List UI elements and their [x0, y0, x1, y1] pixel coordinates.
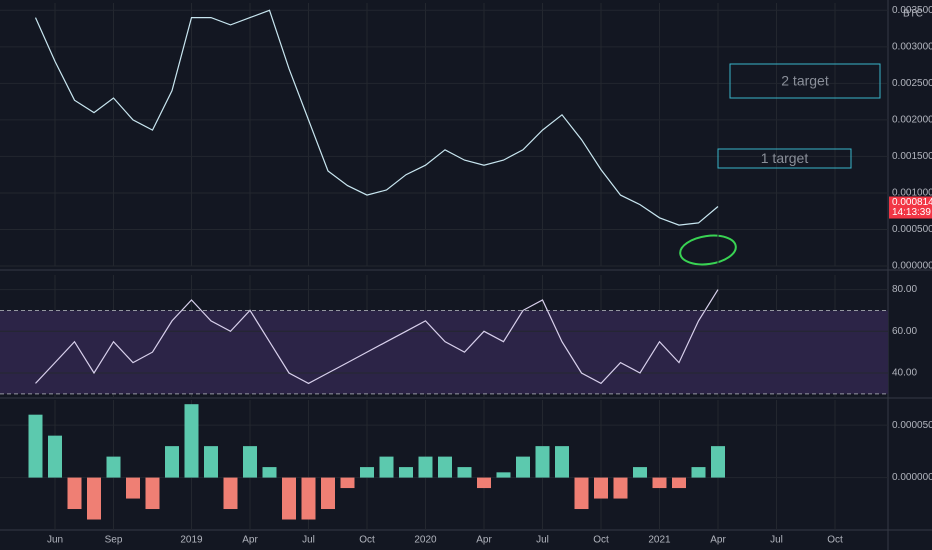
y-tick-label: 0.000000	[892, 261, 932, 272]
target-box	[717, 148, 852, 169]
y-tick-label: 0.002500	[892, 78, 932, 89]
highlight-ellipse	[679, 234, 737, 266]
target-label: 2 target	[781, 73, 829, 89]
data-line	[35, 289, 719, 385]
data-line	[34, 9, 719, 226]
x-tick-label: Apr	[476, 535, 492, 546]
y-tick-label: 0.001000	[892, 188, 932, 199]
bar	[301, 477, 316, 520]
bar	[477, 477, 491, 489]
y-tick-label: 60.00	[892, 326, 917, 337]
bar	[321, 477, 335, 510]
y-tick-label: 0.003000	[892, 41, 932, 52]
x-tick-label: Jul	[770, 535, 783, 546]
bar	[126, 477, 140, 499]
bar	[67, 477, 82, 510]
target-box	[729, 63, 881, 99]
countdown: 14:13:39	[892, 207, 931, 218]
bar	[711, 446, 725, 478]
bar	[555, 446, 569, 478]
bar	[48, 435, 62, 478]
bar	[418, 456, 433, 478]
x-tick-label: Oct	[359, 535, 375, 546]
bar	[672, 477, 686, 489]
x-tick-label: 2019	[180, 535, 203, 546]
bar	[282, 477, 296, 520]
bar	[340, 477, 355, 489]
bar	[165, 446, 179, 478]
y-tick-label: 0.003500	[892, 5, 932, 16]
bar	[438, 456, 452, 478]
bar	[574, 477, 589, 510]
bar	[399, 467, 413, 478]
bar	[204, 446, 218, 478]
bar	[145, 477, 160, 510]
bar	[360, 467, 374, 478]
target-label: 1 target	[761, 150, 809, 166]
x-tick-label: Oct	[827, 535, 843, 546]
bar	[691, 467, 706, 478]
bar	[106, 456, 121, 478]
bar	[652, 477, 667, 489]
last-price: 0.000814	[892, 197, 932, 208]
y-tick-label: 0.000050	[892, 420, 932, 431]
bar	[223, 477, 238, 510]
y-tick-label: 0.002000	[892, 115, 932, 126]
last-price-box	[889, 196, 932, 219]
y-tick-label: 80.00	[892, 284, 917, 295]
y-tick-label: 0.001500	[892, 151, 932, 162]
x-tick-label: Apr	[242, 535, 258, 546]
bar	[87, 477, 101, 520]
bar	[633, 467, 647, 478]
bar	[613, 477, 628, 499]
x-tick-label: Jul	[302, 535, 315, 546]
x-tick-label: 2020	[414, 535, 437, 546]
rsi-band	[0, 310, 888, 394]
bar	[496, 472, 511, 478]
bar	[535, 446, 550, 478]
bar	[457, 467, 472, 478]
currency-label: BTC	[903, 9, 923, 20]
bar	[184, 404, 199, 478]
x-tick-label: Jul	[536, 535, 549, 546]
x-tick-label: Sep	[105, 535, 123, 546]
bar	[594, 477, 608, 499]
y-tick-label: 0.000000	[892, 472, 932, 483]
x-tick-label: Apr	[710, 535, 726, 546]
y-tick-label: 40.00	[892, 368, 917, 379]
bar	[243, 446, 257, 478]
x-tick-label: Jun	[47, 535, 63, 546]
bar	[262, 467, 277, 478]
bar	[379, 456, 394, 478]
bar	[516, 456, 530, 478]
x-tick-label: Oct	[593, 535, 609, 546]
y-tick-label: 0.000500	[892, 224, 932, 235]
bar	[28, 414, 43, 478]
x-tick-label: 2021	[648, 535, 671, 546]
